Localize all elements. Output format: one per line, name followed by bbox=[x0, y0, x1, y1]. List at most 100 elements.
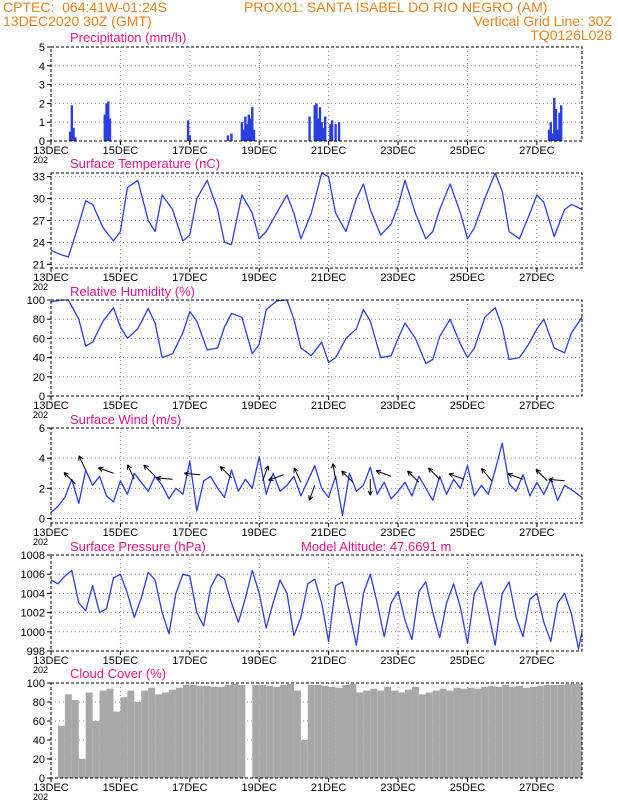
pres-ytick-label: 998 bbox=[27, 646, 45, 658]
wind-arrow bbox=[480, 468, 493, 482]
precip-bar bbox=[249, 118, 252, 141]
precip-bar bbox=[315, 103, 318, 141]
rh-xtick-label: 23DEC bbox=[380, 400, 416, 412]
wind-arrow bbox=[219, 465, 232, 479]
cloud-bar bbox=[495, 686, 503, 778]
wind-arrow bbox=[330, 463, 337, 480]
cloud-xtick-label: 21DEC bbox=[311, 782, 347, 794]
wind-title: Surface Wind (m/s) bbox=[70, 412, 181, 427]
temp-ytick-label: 33 bbox=[33, 172, 45, 184]
pres-ytick-label: 1006 bbox=[21, 569, 45, 581]
wind-arrow bbox=[308, 485, 316, 501]
temp-ytick-label: 24 bbox=[33, 237, 45, 249]
rh-ytick-label: 60 bbox=[33, 333, 45, 345]
wind-xtick-label: 25DEC bbox=[450, 527, 486, 539]
precip-bar bbox=[107, 101, 110, 141]
cloud-bar bbox=[432, 690, 440, 778]
precip-xtick-label: 27DEC bbox=[519, 145, 555, 157]
cloud-bar bbox=[321, 685, 329, 778]
precip-bar bbox=[240, 122, 244, 141]
cloud-bar bbox=[557, 684, 565, 778]
cloud-bar bbox=[405, 689, 412, 778]
cloud-xtick-label: 25DEC bbox=[450, 782, 486, 794]
cloud-bar bbox=[196, 685, 204, 778]
cloud-bar bbox=[203, 685, 211, 778]
precip-bar bbox=[242, 129, 245, 141]
rh-ytick-label: 0 bbox=[39, 391, 45, 403]
rh-ytick-label: 20 bbox=[33, 372, 45, 384]
cloud-ytick-label: 20 bbox=[33, 754, 45, 766]
precip-ytick-label: 1 bbox=[39, 117, 45, 129]
precip-bar bbox=[72, 127, 75, 141]
temp-year-stub: 202 bbox=[33, 282, 48, 292]
pres-xtick-label: 13DEC bbox=[33, 655, 69, 667]
pres-panel bbox=[47, 554, 583, 655]
temp-xtick-label: 19DEC bbox=[242, 272, 278, 284]
cloud-bar bbox=[502, 684, 510, 778]
wind-year-stub: 202 bbox=[33, 537, 48, 547]
cloud-bar bbox=[273, 686, 281, 778]
cloud-bar bbox=[467, 687, 475, 778]
precip-xtick-label: 21DEC bbox=[311, 145, 347, 157]
rh-title: Relative Humidity (%) bbox=[70, 284, 195, 299]
temp-xtick-label: 13DEC bbox=[33, 272, 69, 284]
precip-year-stub: 202 bbox=[33, 155, 48, 165]
header-station-name: PROX01: SANTA ISABEL DO RIO NEGRO (AM) bbox=[244, 0, 548, 15]
wind-xtick-label: 15DEC bbox=[103, 527, 139, 539]
wind-xtick-label: 27DEC bbox=[519, 527, 555, 539]
cloud-bar bbox=[370, 688, 378, 778]
precip-bar bbox=[244, 116, 247, 141]
cloud-ytick-label: 40 bbox=[33, 735, 45, 747]
cloud-bar bbox=[71, 700, 79, 778]
precip-bar bbox=[188, 135, 192, 141]
cloud-bar bbox=[307, 684, 315, 778]
precip-frame bbox=[50, 46, 583, 142]
header-station-coords: CPTEC: 064:41W-01:24S bbox=[3, 0, 167, 15]
precip-bar bbox=[559, 105, 563, 141]
precip-ytick-label: 2 bbox=[39, 98, 45, 110]
cloud-bar bbox=[106, 688, 114, 778]
precip-xtick-label: 17DEC bbox=[172, 145, 208, 157]
wind-ytick-label: 4 bbox=[39, 453, 45, 465]
cloud-bar bbox=[460, 688, 468, 778]
pres-ytick-label: 1004 bbox=[21, 588, 45, 600]
precip-xtick-label: 15DEC bbox=[103, 145, 139, 157]
pres-title: Surface Pressure (hPa) bbox=[70, 539, 206, 554]
cloud-bar bbox=[474, 688, 482, 778]
precip-bar bbox=[105, 103, 108, 141]
precip-bar bbox=[308, 116, 311, 141]
cloud-bar bbox=[384, 686, 392, 778]
cloud-bar bbox=[182, 684, 190, 778]
cloud-bar bbox=[543, 684, 551, 778]
wind-frame bbox=[50, 427, 583, 524]
wind-arrow bbox=[548, 477, 565, 483]
precip-xtick-label: 13DEC bbox=[33, 145, 69, 157]
cloud-bar bbox=[363, 690, 371, 778]
rh-ytick-label: 80 bbox=[33, 314, 45, 326]
cloud-bar bbox=[224, 684, 232, 778]
precip-bar bbox=[329, 124, 332, 141]
pres-xtick-label: 15DEC bbox=[103, 655, 139, 667]
rh-line bbox=[50, 299, 583, 365]
precip-bar bbox=[554, 109, 558, 141]
pres-extra-label: Model Altitude: 47.6691 m bbox=[301, 539, 451, 554]
wind-arrow bbox=[375, 469, 392, 477]
wind-arrow bbox=[293, 467, 302, 483]
cloud-bar bbox=[571, 683, 579, 778]
cloud-bar bbox=[210, 686, 218, 778]
pres-line bbox=[50, 569, 583, 650]
wind-arrow bbox=[262, 465, 270, 481]
cloud-xtick-label: 23DEC bbox=[380, 782, 416, 794]
pres-xtick-label: 27DEC bbox=[519, 655, 555, 667]
rh-xtick-label: 13DEC bbox=[33, 400, 69, 412]
pres-ytick-label: 1008 bbox=[21, 550, 45, 562]
precip-bar bbox=[547, 129, 551, 141]
precip-xtick-label: 25DEC bbox=[450, 145, 486, 157]
precip-title: Precipitation (mm/h) bbox=[70, 30, 186, 45]
precip-bar bbox=[553, 97, 556, 141]
rh-xtick-label: 21DEC bbox=[311, 400, 347, 412]
temp-title: Surface Temperature (nC) bbox=[70, 156, 220, 171]
precip-ytick-label: 4 bbox=[39, 61, 45, 73]
cloud-bar bbox=[509, 686, 517, 778]
